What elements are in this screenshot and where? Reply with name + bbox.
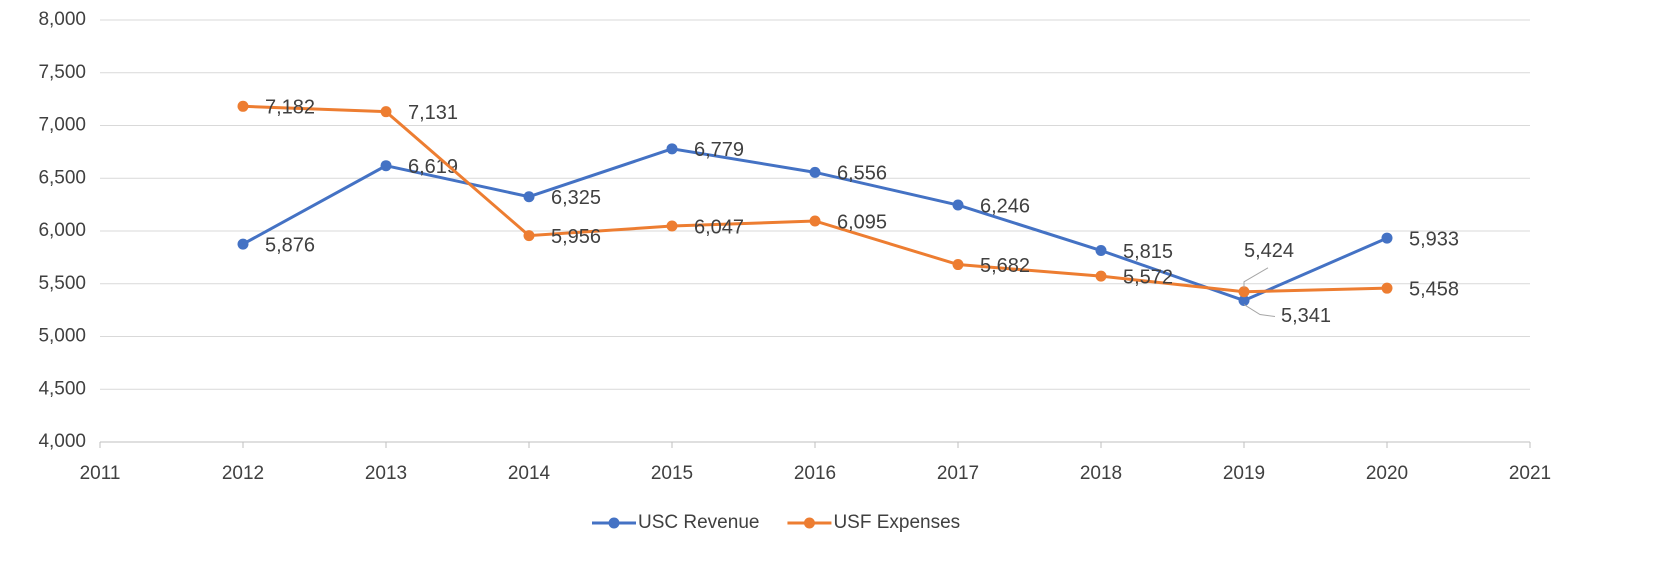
y-tick-label: 6,000	[38, 220, 86, 241]
data-label: 5,682	[980, 255, 1030, 277]
marker	[952, 199, 964, 211]
data-label: 7,131	[408, 102, 458, 124]
y-tick-label: 4,000	[38, 431, 86, 452]
data-label: 5,341	[1281, 305, 1331, 327]
data-label: 6,779	[694, 139, 744, 161]
x-tick-label: 2017	[937, 463, 979, 484]
marker	[1095, 270, 1107, 282]
data-label: 5,933	[1409, 228, 1459, 250]
leader-line	[1243, 267, 1269, 288]
x-tick-label: 2016	[794, 463, 836, 484]
data-label: 6,047	[694, 216, 744, 238]
data-label: 6,246	[980, 195, 1030, 217]
marker	[380, 106, 392, 118]
x-tick-label: 2021	[1509, 463, 1551, 484]
data-label: 5,956	[551, 226, 601, 248]
x-tick-label: 2012	[222, 463, 264, 484]
marker	[1238, 286, 1250, 298]
legend-marker	[608, 517, 620, 529]
data-label: 5,815	[1123, 241, 1173, 263]
marker	[809, 166, 821, 178]
marker	[666, 220, 678, 232]
marker	[523, 230, 535, 242]
marker	[237, 100, 249, 112]
x-tick-label: 2020	[1366, 463, 1408, 484]
y-tick-label: 6,500	[38, 167, 86, 188]
marker	[237, 238, 249, 250]
x-tick-label: 2013	[365, 463, 407, 484]
x-tick-label: 2015	[651, 463, 693, 484]
marker	[1381, 232, 1393, 244]
marker	[380, 160, 392, 172]
data-label: 5,572	[1123, 266, 1173, 288]
y-tick-label: 7,000	[38, 115, 86, 136]
marker	[1095, 245, 1107, 257]
y-tick-label: 4,500	[38, 378, 86, 399]
x-tick-label: 2018	[1080, 463, 1122, 484]
marker	[666, 143, 678, 155]
x-tick-label: 2011	[80, 463, 121, 484]
marker	[1238, 295, 1250, 307]
x-tick-label: 2019	[1223, 463, 1265, 484]
y-tick-label: 7,500	[38, 62, 86, 83]
data-label: 7,182	[265, 97, 315, 119]
marker	[1381, 282, 1393, 294]
line	[242, 104, 1388, 294]
marker	[809, 215, 821, 227]
x-tick-label: 2014	[508, 463, 551, 484]
data-label: 6,325	[551, 187, 601, 209]
data-label: 5,424	[1244, 240, 1294, 262]
y-tick-label: 5,000	[38, 326, 86, 347]
legend-marker	[803, 517, 815, 529]
leader-line	[1243, 304, 1276, 318]
data-label: 6,556	[837, 163, 887, 185]
y-tick-label: 8,000	[38, 9, 86, 30]
legend-label: USC Revenue	[638, 512, 759, 533]
data-label: 6,095	[837, 211, 887, 233]
marker	[952, 259, 964, 271]
data-label: 5,458	[1409, 278, 1459, 300]
y-tick-label: 5,500	[38, 273, 86, 294]
legend-label: USF Expenses	[833, 512, 960, 533]
marker	[523, 191, 535, 203]
data-label: 5,876	[265, 234, 315, 256]
